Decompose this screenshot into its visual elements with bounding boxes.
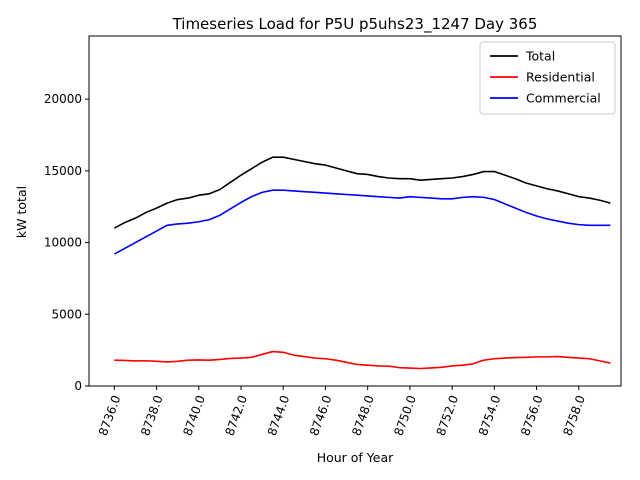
series-layer bbox=[113, 156, 611, 370]
x-axis-label: Hour of Year bbox=[317, 450, 394, 465]
legend-label: Total bbox=[525, 49, 555, 64]
chart-title: Timeseries Load for P5U p5uhs23_1247 Day… bbox=[172, 15, 538, 34]
x-tick-label: 8738.0 bbox=[138, 393, 166, 437]
series-line-residential bbox=[114, 350, 611, 370]
series-line-total bbox=[113, 156, 611, 229]
legend-label: Commercial bbox=[526, 91, 601, 106]
x-tick-label: 8736.0 bbox=[96, 393, 124, 437]
y-tick-label: 0 bbox=[74, 379, 82, 393]
legend-box bbox=[479, 41, 616, 115]
x-tick-label: 8752.0 bbox=[434, 393, 462, 437]
x-tick-label: 8740.0 bbox=[180, 393, 208, 437]
x-tick-label: 8746.0 bbox=[307, 393, 335, 437]
series-line-commercial bbox=[113, 189, 611, 255]
x-tick-label: 8742.0 bbox=[223, 393, 251, 437]
y-tick-label: 10000 bbox=[44, 236, 82, 250]
y-tick-label: 15000 bbox=[44, 164, 82, 178]
y-tick-label: 5000 bbox=[51, 307, 82, 321]
legend-label: Residential bbox=[526, 70, 595, 85]
x-tick-label: 8754.0 bbox=[476, 393, 504, 437]
x-tick-label: 8750.0 bbox=[391, 393, 419, 437]
y-axis-label: kW total bbox=[14, 186, 29, 238]
x-tick-label: 8748.0 bbox=[349, 393, 377, 437]
plot-frame bbox=[88, 35, 622, 387]
x-tick-label: 8756.0 bbox=[518, 393, 546, 437]
legend: Total Residential Commercial bbox=[479, 41, 616, 115]
x-tick-label: 8758.0 bbox=[560, 393, 588, 437]
y-tick-label: 20000 bbox=[44, 92, 82, 106]
x-tick-label: 8744.0 bbox=[265, 393, 293, 437]
